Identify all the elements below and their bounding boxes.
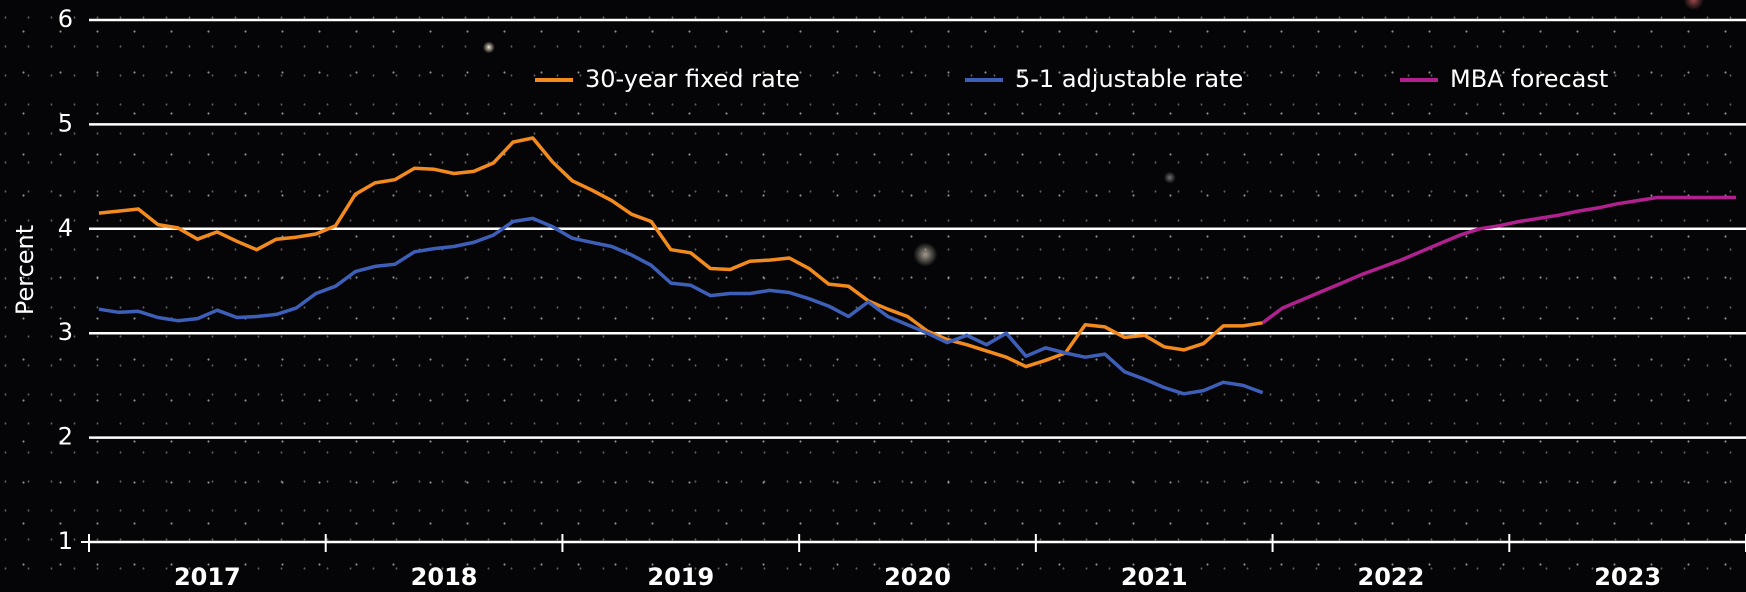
x-tick-label: 2022 [1358,563,1425,591]
series-line [1261,195,1737,325]
x-tick-label: 2019 [647,563,714,591]
y-tick-label: 4 [58,214,73,242]
legend-label: MBA forecast [1450,65,1608,93]
y-tick-label: 3 [58,318,73,346]
y-tick-label: 1 [58,527,73,555]
series-line [98,136,1263,369]
x-tick-label: 2020 [884,563,951,591]
y-axis-label: Percent [11,225,39,315]
x-tick-label: 2018 [411,563,478,591]
legend-label: 30-year fixed rate [585,65,800,93]
y-tick-label: 2 [58,423,73,451]
legend-label: 5-1 adjustable rate [1015,65,1243,93]
x-tick-label: 2023 [1594,563,1661,591]
x-tick-label: 2021 [1121,563,1188,591]
x-tick-label: 2017 [174,563,241,591]
series-line [98,216,1264,396]
y-tick-label: 5 [58,109,73,137]
y-tick-label: 6 [58,5,73,33]
